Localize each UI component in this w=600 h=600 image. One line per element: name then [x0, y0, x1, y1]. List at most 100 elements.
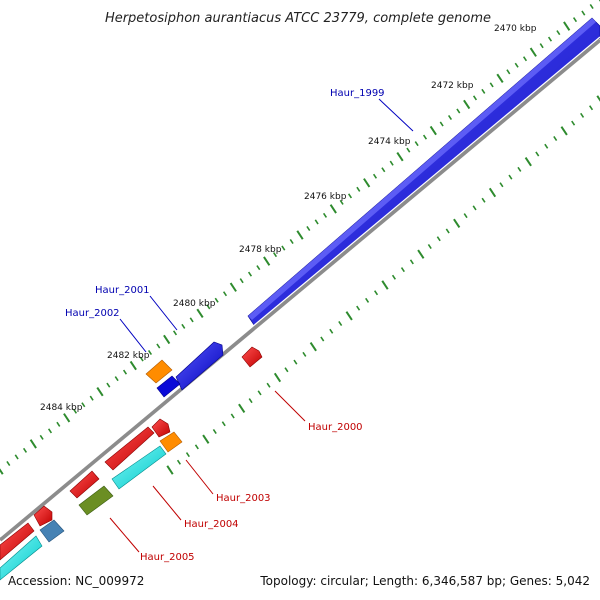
outer-tick-mark: [22, 447, 28, 453]
outer-tick-mark: [522, 56, 528, 62]
inner-tick-mark: [273, 372, 282, 383]
label-haur-1999[interactable]: Haur_1999: [330, 88, 385, 99]
outer-tick-mark: [239, 278, 244, 284]
outer-tick-mark: [406, 147, 411, 153]
tick-label-2474: 2474 kbp: [368, 137, 411, 147]
inner-tick-mark: [345, 311, 353, 321]
outer-tick-mark: [396, 151, 404, 162]
genome-backbone-highlight: [0, 36, 600, 538]
gene-haur-2001-small[interactable]: [156, 375, 181, 398]
inner-tick-mark: [248, 398, 253, 404]
inner-tick-mark: [166, 465, 174, 475]
inner-tick-mark: [524, 156, 532, 167]
outer-tick-mark: [356, 186, 361, 192]
inner-tick-mark: [176, 459, 182, 465]
outer-tick-mark: [72, 408, 78, 414]
outer-tick-mark: [381, 167, 386, 173]
inner-tick-mark: [230, 413, 235, 419]
outer-tick-mark: [163, 334, 171, 345]
outer-tick-mark: [329, 204, 337, 214]
outer-tick-mark: [456, 108, 461, 114]
gene-red-c[interactable]: [69, 470, 100, 499]
outer-tick-mark: [472, 95, 478, 101]
leader-haur-1999: [378, 98, 414, 132]
inner-tick-mark: [544, 143, 549, 149]
gene-red-small-b[interactable]: [151, 418, 171, 438]
outer-tick-mark: [314, 219, 319, 225]
inner-tick-row: [166, 95, 600, 475]
inner-tick-mark: [409, 259, 414, 265]
genome-backbone: [0, 38, 600, 542]
inner-tick-mark: [338, 321, 343, 327]
label-haur-2000[interactable]: Haur_2000: [308, 422, 363, 433]
gene-red-e[interactable]: [0, 522, 35, 561]
inner-tick-mark: [481, 197, 486, 203]
outer-tick-mark: [514, 62, 519, 68]
label-haur-2003[interactable]: Haur_2003: [216, 493, 271, 504]
outer-tick-mark: [296, 230, 304, 240]
inner-tick-mark: [553, 136, 558, 142]
gene-haur-2000[interactable]: [241, 346, 263, 368]
inner-tick-mark: [329, 328, 334, 334]
inner-tick-mark: [266, 382, 271, 388]
inner-tick-mark: [472, 205, 477, 211]
leader-haur-2000: [274, 390, 306, 422]
outer-tick-mark: [547, 36, 553, 42]
outer-tick-mark: [581, 10, 586, 16]
gene-haur-1999-top-face: [248, 18, 596, 320]
gene-haur-2005-cyan-a[interactable]: [111, 445, 167, 490]
tick-label-2480: 2480 kbp: [173, 299, 216, 309]
gene-haur-2003[interactable]: [159, 431, 183, 453]
tick-label-2484: 2484 kbp: [40, 403, 83, 413]
outer-tick-mark: [147, 349, 153, 356]
outer-tick-mark: [14, 454, 19, 460]
outer-tick-mark: [6, 460, 11, 466]
inner-tick-mark: [596, 95, 600, 102]
outer-tick-mark: [63, 413, 71, 423]
outer-tick-mark: [181, 323, 186, 329]
label-haur-2001[interactable]: Haur_2001: [95, 285, 150, 296]
inner-tick-mark: [238, 403, 246, 414]
outer-tick-mark: [106, 382, 111, 388]
outer-tick-mark: [39, 434, 44, 440]
inner-tick-mark: [445, 228, 450, 234]
outer-tick-mark: [589, 4, 594, 10]
gene-red-d[interactable]: [33, 505, 53, 527]
inner-tick-mark: [391, 274, 397, 280]
tick-label-2476: 2476 kbp: [304, 192, 347, 202]
inner-tick-mark: [508, 174, 513, 180]
outer-tick-mark: [56, 421, 61, 427]
genome-title: Herpetosiphon aurantiacus ATCC 23779, co…: [105, 11, 491, 26]
label-haur-2002[interactable]: Haur_2002: [65, 308, 120, 319]
outer-tick-mark: [529, 47, 537, 57]
outer-tick-mark: [114, 376, 119, 382]
outer-tick-mark: [447, 114, 453, 121]
gene-haur-2002[interactable]: [145, 359, 173, 384]
outer-tick-mark: [506, 69, 511, 75]
leader-haur-2005: [109, 517, 140, 553]
outer-tick-mark: [156, 343, 161, 349]
outer-tick-mark: [89, 395, 94, 401]
gene-red-long-a[interactable]: [104, 426, 155, 471]
tick-label-2482: 2482 kbp: [107, 351, 150, 361]
gene-steel[interactable]: [39, 519, 65, 543]
inner-tick-mark: [202, 434, 210, 444]
inner-tick-mark: [436, 236, 441, 242]
inner-tick-mark: [302, 351, 307, 357]
outer-tick-mark: [122, 369, 128, 375]
inner-tick-mark: [320, 336, 325, 342]
outer-tick-mark: [306, 225, 311, 231]
label-haur-2005[interactable]: Haur_2005: [140, 552, 195, 563]
outer-tick-mark: [139, 356, 144, 362]
inner-tick-mark: [535, 151, 540, 157]
inner-tick-mark: [194, 444, 199, 450]
gene-haur-1999[interactable]: [247, 17, 600, 329]
gene-cyan-b[interactable]: [0, 535, 43, 581]
outer-tick-mark: [81, 402, 86, 408]
label-haur-2004[interactable]: Haur_2004: [184, 519, 239, 530]
inner-tick-mark: [400, 267, 405, 273]
outer-tick-mark: [489, 82, 494, 88]
inner-tick-mark: [212, 428, 217, 434]
gene-haur-2004[interactable]: [78, 485, 114, 516]
gene-haur-2001[interactable]: [175, 341, 224, 391]
